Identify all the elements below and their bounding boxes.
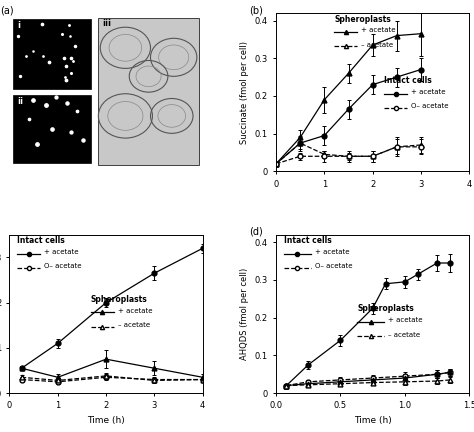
FancyBboxPatch shape — [13, 95, 91, 163]
Text: Spheroplasts: Spheroplasts — [357, 305, 414, 314]
Y-axis label: Succinate (fmol per cell): Succinate (fmol per cell) — [240, 41, 249, 144]
Text: Intact cells: Intact cells — [384, 76, 432, 86]
Text: + acetate: + acetate — [315, 249, 349, 255]
Text: Intact cells: Intact cells — [284, 236, 331, 245]
Text: i: i — [17, 21, 20, 30]
Text: – acetate: – acetate — [361, 41, 393, 48]
Text: Spheroplasts: Spheroplasts — [334, 15, 391, 24]
X-axis label: Time (h): Time (h) — [87, 416, 125, 425]
Text: + acetate: + acetate — [388, 317, 423, 323]
Y-axis label: AHQDS (fmol per cell): AHQDS (fmol per cell) — [240, 268, 249, 360]
FancyBboxPatch shape — [13, 19, 91, 89]
Text: O– acetate: O– acetate — [411, 103, 449, 109]
Text: Intact cells: Intact cells — [17, 236, 65, 245]
Text: + acetate: + acetate — [361, 27, 396, 33]
FancyBboxPatch shape — [98, 18, 199, 165]
Text: (d): (d) — [249, 227, 263, 237]
X-axis label: Time (h): Time (h) — [354, 416, 392, 425]
Text: + acetate: + acetate — [44, 249, 79, 255]
Text: O– acetate: O– acetate — [44, 264, 82, 270]
Text: + acetate: + acetate — [118, 308, 152, 314]
Text: – acetate: – acetate — [388, 331, 420, 337]
Text: iii: iii — [102, 19, 111, 29]
Text: ii: ii — [17, 97, 23, 106]
Text: Spheroplasts: Spheroplasts — [91, 295, 147, 304]
Text: – acetate: – acetate — [118, 322, 150, 328]
Text: (b): (b) — [249, 5, 263, 15]
Text: + acetate: + acetate — [411, 89, 446, 95]
Text: O– acetate: O– acetate — [315, 264, 352, 270]
Text: (a): (a) — [0, 5, 13, 15]
